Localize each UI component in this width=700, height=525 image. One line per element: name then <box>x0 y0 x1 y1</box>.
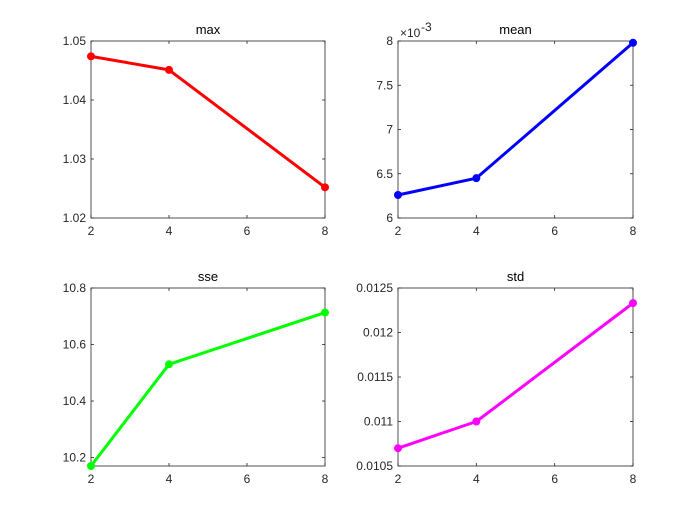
axes-box <box>90 40 326 219</box>
chart-title: mean <box>499 22 532 37</box>
chart-title: std <box>507 269 524 284</box>
axis-exponent-base: ×10 <box>400 26 421 40</box>
subplot-0: 2 4 6 8 1.02 1.03 1.04 1.05 max <box>63 22 329 238</box>
chart-title: sse <box>198 269 218 284</box>
axes-box <box>397 40 634 219</box>
x-tick-label: 8 <box>630 472 637 486</box>
x-tick-label: 4 <box>473 472 480 486</box>
data-point <box>321 183 329 192</box>
axes-box <box>90 287 326 467</box>
data-point <box>165 360 173 369</box>
x-tick-label: 2 <box>395 224 402 238</box>
x-tick-label: 2 <box>88 472 95 486</box>
subplot-3: 2 4 6 8 0.0105 0.011 0.0115 0.012 0.0125 std <box>356 269 637 486</box>
y-tick-label: 10.4 <box>63 394 87 408</box>
data-point <box>472 174 481 183</box>
data-point <box>394 444 402 453</box>
axes-box <box>397 287 634 467</box>
x-tick-label: 6 <box>244 224 251 238</box>
x-tick-label: 4 <box>166 472 173 486</box>
data-point <box>629 299 637 308</box>
y-tick-label: 8 <box>386 34 393 48</box>
data-point <box>394 190 402 199</box>
y-tick-label: 0.0105 <box>356 459 393 473</box>
subplot-2: 2 4 6 8 10.2 10.4 10.6 10.8 sse <box>63 269 329 486</box>
y-tick-label: 1.03 <box>63 152 87 166</box>
y-tick-label: 6.5 <box>376 167 393 181</box>
data-point <box>87 462 95 470</box>
y-tick-label: 0.012 <box>363 326 393 340</box>
x-tick-label: 6 <box>551 472 558 486</box>
y-tick-label: 6 <box>386 211 393 225</box>
y-tick-label: 1.04 <box>63 93 87 107</box>
y-tick-label: 7.5 <box>376 78 393 92</box>
x-tick-label: 2 <box>88 224 95 238</box>
x-tick-label: 8 <box>322 224 329 238</box>
y-tick-label: 7 <box>386 123 393 137</box>
axis-exponent-power: -3 <box>421 20 432 34</box>
x-tick-label: 2 <box>395 472 402 486</box>
subplot-1: 2 4 6 8 6 6.5 7 7.5 8 mean ×10 -3 <box>376 20 637 238</box>
chart-title: max <box>196 22 221 37</box>
data-point <box>321 308 329 317</box>
x-tick-label: 8 <box>322 472 329 486</box>
data-point <box>629 38 637 47</box>
y-tick-label: 1.02 <box>63 211 87 225</box>
x-tick-label: 4 <box>473 224 480 238</box>
x-tick-label: 6 <box>244 472 251 486</box>
y-tick-label: 0.0125 <box>356 281 393 295</box>
y-tick-label: 10.8 <box>63 281 87 295</box>
data-point <box>472 417 481 426</box>
y-tick-label: 1.05 <box>63 34 87 48</box>
y-tick-label: 0.011 <box>364 415 393 429</box>
x-tick-label: 8 <box>630 224 637 238</box>
data-point <box>165 65 173 74</box>
y-tick-label: 10.2 <box>63 451 87 465</box>
x-tick-label: 4 <box>166 224 173 238</box>
y-tick-label: 0.0115 <box>357 370 393 384</box>
data-point <box>87 52 95 61</box>
x-tick-label: 6 <box>551 224 558 238</box>
y-tick-label: 10.6 <box>63 338 87 352</box>
